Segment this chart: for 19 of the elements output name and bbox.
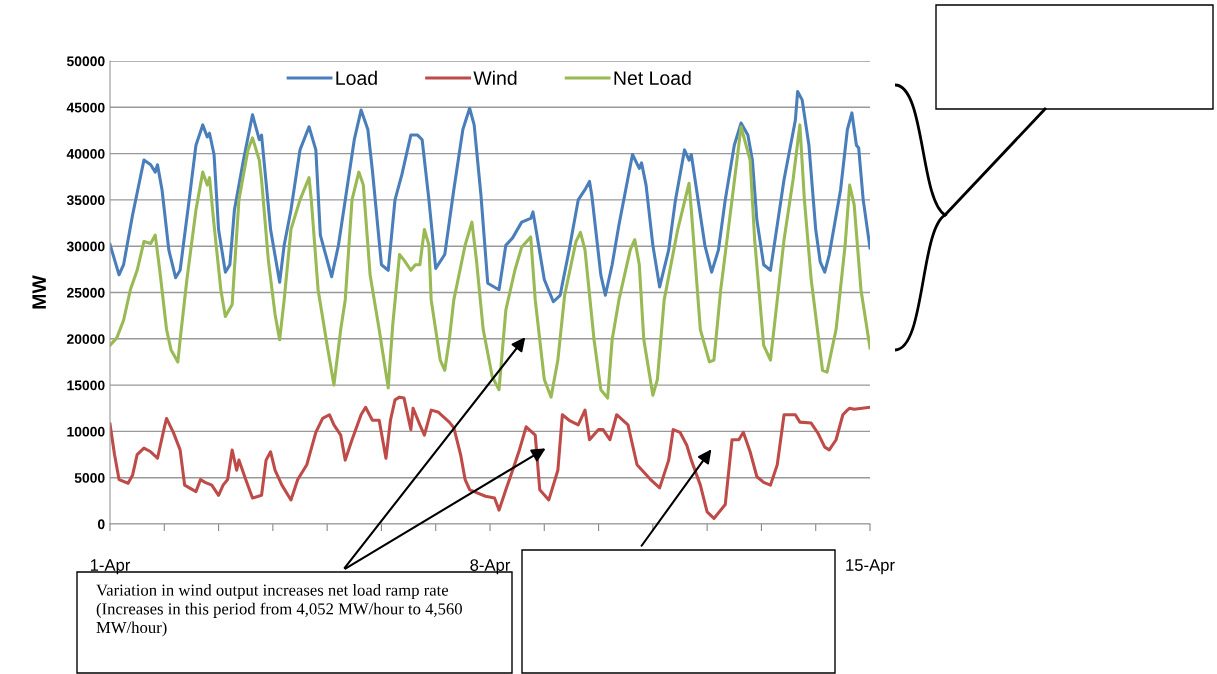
x-tick-label: 1-Apr (90, 559, 131, 575)
y-tick-label: 50000 (66, 56, 105, 67)
y-tick-label: 35000 (66, 195, 105, 206)
text: Variation in wind output increases net load ramp rate (Increases in this period from 4,052 MW/hour to 4,560 MW/hour) (96, 584, 462, 637)
legend-label: Load (336, 70, 377, 85)
legend-label: Net Load (614, 70, 691, 85)
y-tick-label: 20000 (67, 334, 105, 344)
x-tick-label: 15-Apr (846, 559, 895, 575)
y-tick-label: 30000 (66, 241, 105, 252)
y-tick-label: 45000 (66, 102, 105, 113)
x-tick-label: 8-Apr (470, 559, 511, 575)
y-tick-label: 25000 (67, 287, 105, 298)
y-tick-label: 15000 (67, 380, 105, 391)
y-tick-label: 10000 (67, 426, 105, 437)
y-tick-label: 40000 (66, 148, 105, 159)
y-tick-label: 5000 (74, 473, 105, 483)
y-axis-title: MW (32, 275, 46, 309)
y-tick-label: 0 (97, 519, 105, 530)
legend-label: Wind (473, 70, 517, 85)
